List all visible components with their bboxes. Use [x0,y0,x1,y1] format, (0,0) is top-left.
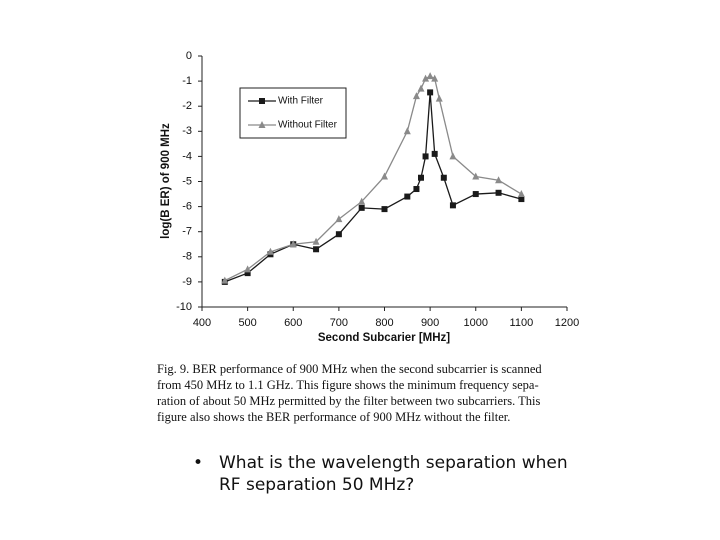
marker [472,172,480,180]
x-axis-label: Second Subcarier [MHz] [318,332,450,344]
marker [495,176,503,184]
x-tick-label: 600 [284,317,302,329]
marker [404,193,411,200]
marker [259,98,265,104]
x-tick-label: 700 [330,317,348,329]
bullet: What is the wavelength separation when R… [193,452,579,496]
marker [289,240,297,248]
marker [358,197,366,205]
legend-box [239,87,347,139]
marker [244,265,252,273]
y-axis-label: log(B ER) of 900 MHz [160,123,172,239]
y-tick-label: -3 [182,125,192,137]
caption-line: from 450 MHz to 1.1 GHz. This figure sho… [157,378,539,392]
marker [517,190,525,198]
x-tick-label: 400 [193,317,211,329]
y-tick-label: -10 [176,301,192,313]
chart: Second Subcarier [MHz] log(B ER) of 900 … [160,50,579,344]
marker [266,247,274,255]
marker [312,237,320,245]
marker [403,127,411,135]
marker [518,196,525,203]
marker [440,174,447,181]
y-tick-label: -1 [182,75,192,87]
marker [495,189,502,196]
marker [244,270,251,277]
caption-line: Fig. 9. BER performance of 900 MHz when … [157,362,542,376]
x-tick-label: 1100 [510,317,534,329]
marker [412,92,420,100]
marker [472,191,479,198]
marker [413,186,420,193]
marker [258,121,266,128]
marker [381,172,388,180]
y-tick-label: -4 [182,150,192,162]
marker [426,72,434,80]
marker [431,150,438,157]
marker [449,152,457,160]
marker [313,246,320,253]
y-tick-label: -6 [182,201,192,213]
caption: Fig. 9. BER performance of 900 MHz when … [157,361,597,425]
y-tick-label: 0 [186,50,192,62]
x-tick-label: 500 [238,317,256,329]
caption-line: figure also shows the BER performance of… [157,410,511,424]
y-tick-label: -5 [182,175,192,187]
y-tick-label: -2 [182,100,192,112]
x-tick-label: 800 [375,317,393,329]
caption-line: ration of about 50 MHz permitted by the … [157,394,541,408]
marker [422,74,430,82]
marker [335,215,343,223]
marker [449,202,456,209]
legend-label: Without Filter [278,120,338,131]
x-tick-label: 1200 [555,317,579,329]
marker [418,174,424,181]
marker [422,153,429,160]
marker [221,276,229,284]
marker [381,206,388,213]
marker [417,84,425,92]
marker [335,231,342,238]
marker [435,94,443,102]
marker [427,89,434,96]
y-tick-label: -7 [182,226,192,238]
y-tick-label: -9 [182,276,192,288]
legend-label: With Filter [278,96,324,107]
marker [431,74,439,82]
x-tick-label: 900 [421,317,439,329]
marker [358,204,365,211]
x-tick-label: 1000 [464,317,488,329]
y-tick-label: -8 [182,251,192,263]
